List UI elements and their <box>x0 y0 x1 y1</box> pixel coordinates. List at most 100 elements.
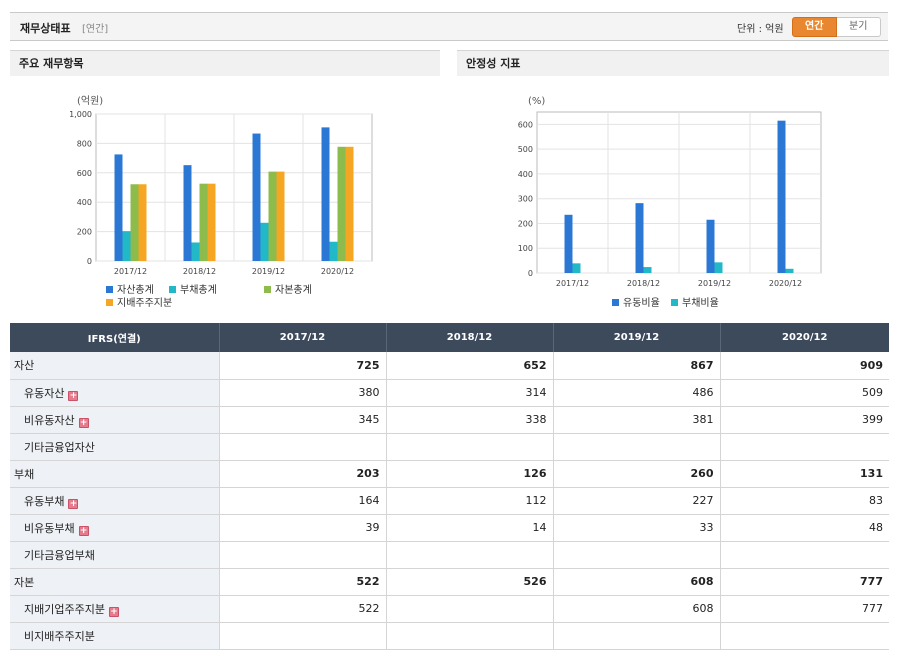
row-label-text: 비유동자산 <box>24 413 75 427</box>
bar <box>191 242 200 261</box>
x-tick-label: 2018/12 <box>627 279 660 288</box>
row-value <box>385 541 553 569</box>
table-row: 유동부채 +164 112 227 83 <box>10 487 889 515</box>
legend-swatch <box>612 299 619 306</box>
y-axis-label: (%) <box>528 96 545 107</box>
y-tick-label: 200 <box>77 228 92 237</box>
table-header-period: 2018/12 <box>385 323 553 352</box>
table-row: 비지배주주지분 <box>10 622 889 650</box>
x-tick-label: 2020/12 <box>321 267 354 276</box>
y-tick-label: 0 <box>87 257 92 266</box>
x-tick-label: 2017/12 <box>556 279 589 288</box>
legend-label: 유동비율 <box>623 297 660 309</box>
row-label-text: 부채 <box>14 467 35 481</box>
row-value: 83 <box>719 487 889 515</box>
y-tick-label: 200 <box>518 219 533 228</box>
annual-toggle-button[interactable]: 연간 <box>792 17 837 37</box>
table-row: 비유동부채 +39 14 33 48 <box>10 514 889 542</box>
row-value <box>719 541 889 569</box>
legend-swatch <box>106 286 113 293</box>
row-value: 522 <box>218 595 386 623</box>
row-value: 126 <box>385 460 553 488</box>
y-tick-label: 400 <box>77 198 92 207</box>
legend-swatch <box>106 299 113 306</box>
y-tick-label: 300 <box>518 195 533 204</box>
row-label: 비유동부채 + <box>10 514 219 542</box>
bar <box>276 171 285 261</box>
row-value <box>552 541 720 569</box>
bar <box>345 146 354 261</box>
bar <box>114 154 123 261</box>
row-value: 131 <box>719 460 889 488</box>
expand-plus-icon[interactable]: + <box>78 525 89 536</box>
y-tick-label: 100 <box>518 244 533 253</box>
row-value: 652 <box>385 352 553 380</box>
row-value: 509 <box>719 379 889 407</box>
table-row: 자산 725 652 867 909 <box>10 352 889 380</box>
y-tick-label: 600 <box>518 120 533 129</box>
x-tick-label: 2020/12 <box>769 279 802 288</box>
bar <box>643 267 652 273</box>
row-value: 909 <box>719 352 889 380</box>
expand-plus-icon[interactable]: + <box>68 390 79 401</box>
row-value: 260 <box>552 460 720 488</box>
legend-label: 부채총계 <box>180 284 217 296</box>
table-header-row: IFRS(연결) 2017/12 2018/12 2019/12 2020/12 <box>10 323 889 352</box>
row-label: 기타금융업자산 <box>10 433 219 461</box>
row-value: 399 <box>719 406 889 434</box>
table-row: 부채 203 126 260 131 <box>10 460 889 488</box>
row-value <box>385 595 553 623</box>
table-header-period: 2020/12 <box>719 323 889 352</box>
bar <box>635 203 644 273</box>
row-value: 608 <box>552 568 720 596</box>
bar <box>252 133 261 261</box>
row-label-text: 자산 <box>14 359 35 373</box>
expand-plus-icon[interactable]: + <box>78 417 89 428</box>
row-value <box>385 622 553 650</box>
table-row: 유동자산 +380 314 486 509 <box>10 379 889 407</box>
row-value: 203 <box>218 460 386 488</box>
row-label-text: 비유동부채 <box>24 521 75 535</box>
bar <box>199 183 208 261</box>
bar <box>564 214 573 273</box>
stability-chart: (%) 0 100 200 300 400 500 600 2017/12 2018/12 2019… <box>518 96 822 309</box>
row-value: 381 <box>552 406 720 434</box>
row-label-text: 지배기업주주지분 <box>24 602 105 616</box>
row-label: 자본 <box>10 568 219 596</box>
x-tick-label: 2017/12 <box>114 267 147 276</box>
legend-label: 자본총계 <box>275 284 312 296</box>
row-label: 비유동자산 + <box>10 406 219 434</box>
row-label-text: 기타금융업자산 <box>24 440 95 454</box>
row-value <box>719 622 889 650</box>
unit-label: 단위 : 억원 <box>737 24 784 35</box>
expand-plus-icon[interactable]: + <box>108 606 119 617</box>
row-value <box>719 433 889 461</box>
table-header-label: IFRS(연결) <box>10 323 219 352</box>
quarter-toggle-button[interactable]: 분기 <box>836 17 881 37</box>
y-axis-label: (억원) <box>77 95 103 107</box>
expand-plus-icon[interactable]: + <box>68 498 79 509</box>
table-header-period: 2019/12 <box>552 323 720 352</box>
row-value <box>218 622 386 650</box>
bar <box>130 184 139 261</box>
row-label-text: 자본 <box>14 575 35 589</box>
row-value: 112 <box>385 487 553 515</box>
section-title: 재무상태표 <box>20 22 71 35</box>
row-value: 14 <box>385 514 553 542</box>
y-tick-label: 500 <box>518 145 533 154</box>
row-value: 380 <box>218 379 386 407</box>
legend-swatch <box>264 286 271 293</box>
row-label: 부채 <box>10 460 219 488</box>
row-value <box>552 433 720 461</box>
bar <box>777 120 786 273</box>
row-value: 486 <box>552 379 720 407</box>
row-value <box>218 433 386 461</box>
x-tick-label: 2018/12 <box>183 267 216 276</box>
row-value: 522 <box>218 568 386 596</box>
row-value: 227 <box>552 487 720 515</box>
bar <box>572 263 581 273</box>
legend-label: 부채비율 <box>682 297 719 309</box>
row-label: 기타금융업부채 <box>10 541 219 569</box>
bar <box>183 165 192 261</box>
row-value: 314 <box>385 379 553 407</box>
